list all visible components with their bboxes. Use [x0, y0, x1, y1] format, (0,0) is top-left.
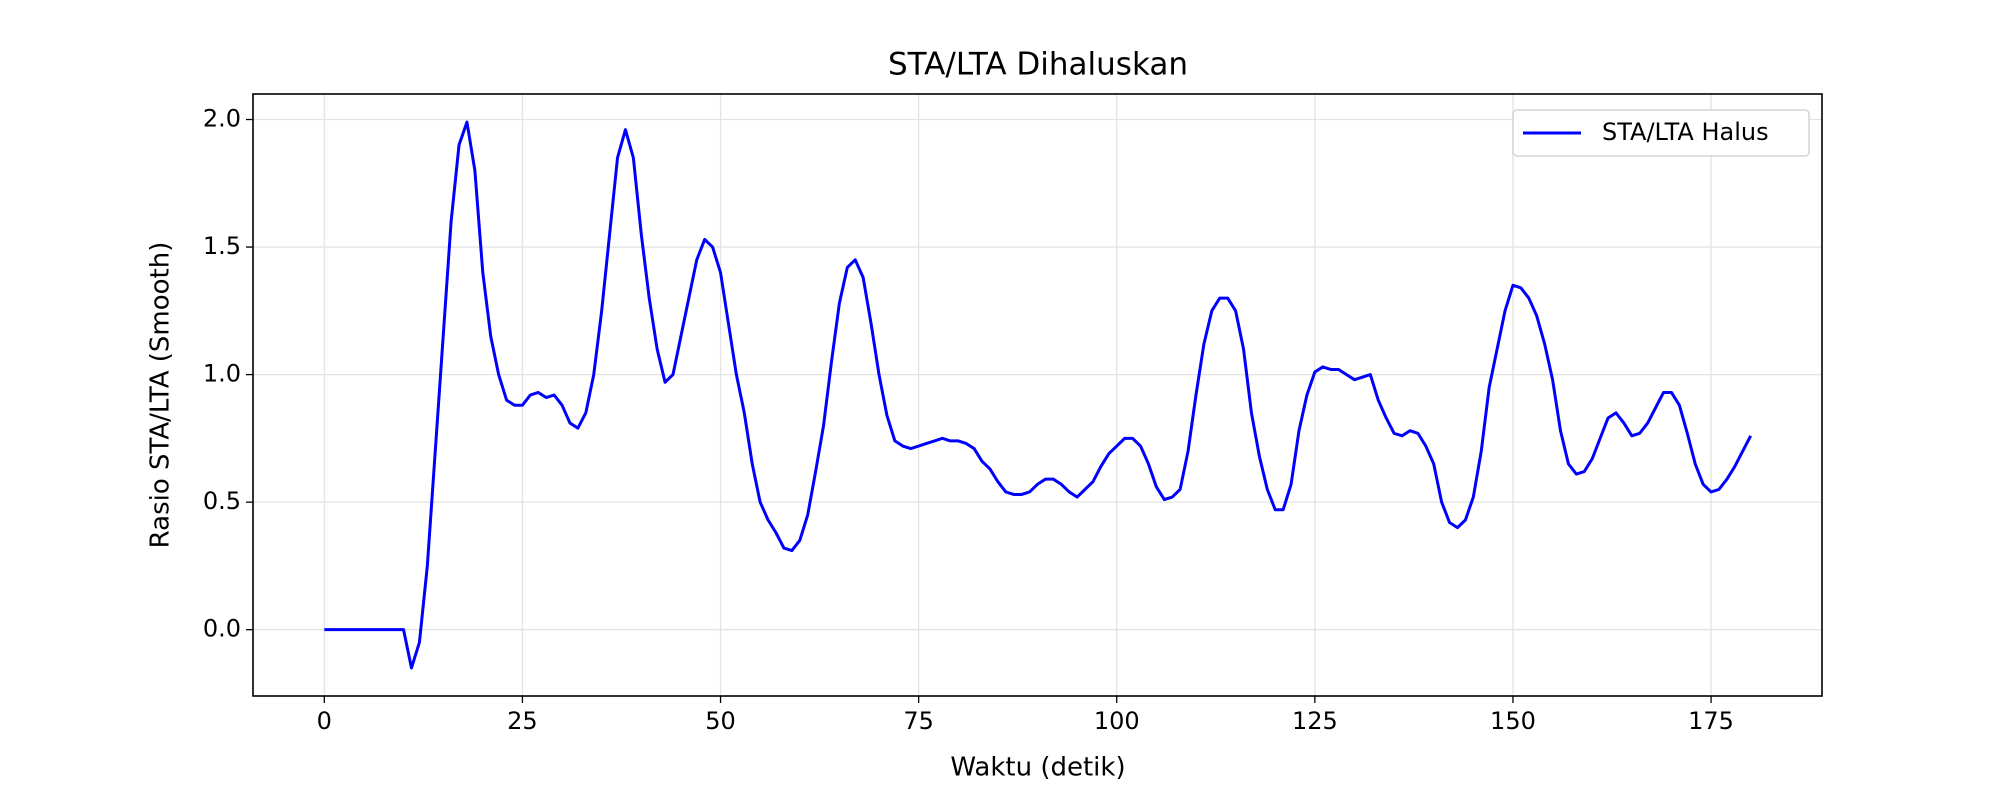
y-tick-label: 1.0 [203, 360, 241, 388]
y-tick-label: 1.5 [203, 232, 241, 260]
x-axis-label: Waktu (detik) [950, 753, 1125, 783]
plot-frame [252, 93, 1823, 697]
line-series [324, 120, 1753, 670]
x-tick-label: 125 [1292, 707, 1338, 735]
x-tick-label: 175 [1688, 707, 1734, 735]
x-tick-label: 100 [1094, 707, 1140, 735]
x-tick-label: 75 [903, 707, 934, 735]
x-tick-label: 150 [1490, 707, 1536, 735]
x-tick-label: 0 [317, 707, 332, 735]
legend-label: STA/LTA Halus [1602, 118, 1769, 146]
x-tick-label: 25 [507, 707, 538, 735]
y-tick-label: 2.0 [203, 105, 241, 133]
y-axis-label: Rasio STA/LTA (Smooth) [146, 242, 176, 549]
legend-box [1512, 109, 1810, 157]
chart-title: STA/LTA Dihaluskan [888, 47, 1188, 83]
x-tick-label: 50 [705, 707, 736, 735]
y-tick-label: 0.5 [203, 487, 241, 515]
y-tick-label: 0.0 [203, 615, 241, 643]
